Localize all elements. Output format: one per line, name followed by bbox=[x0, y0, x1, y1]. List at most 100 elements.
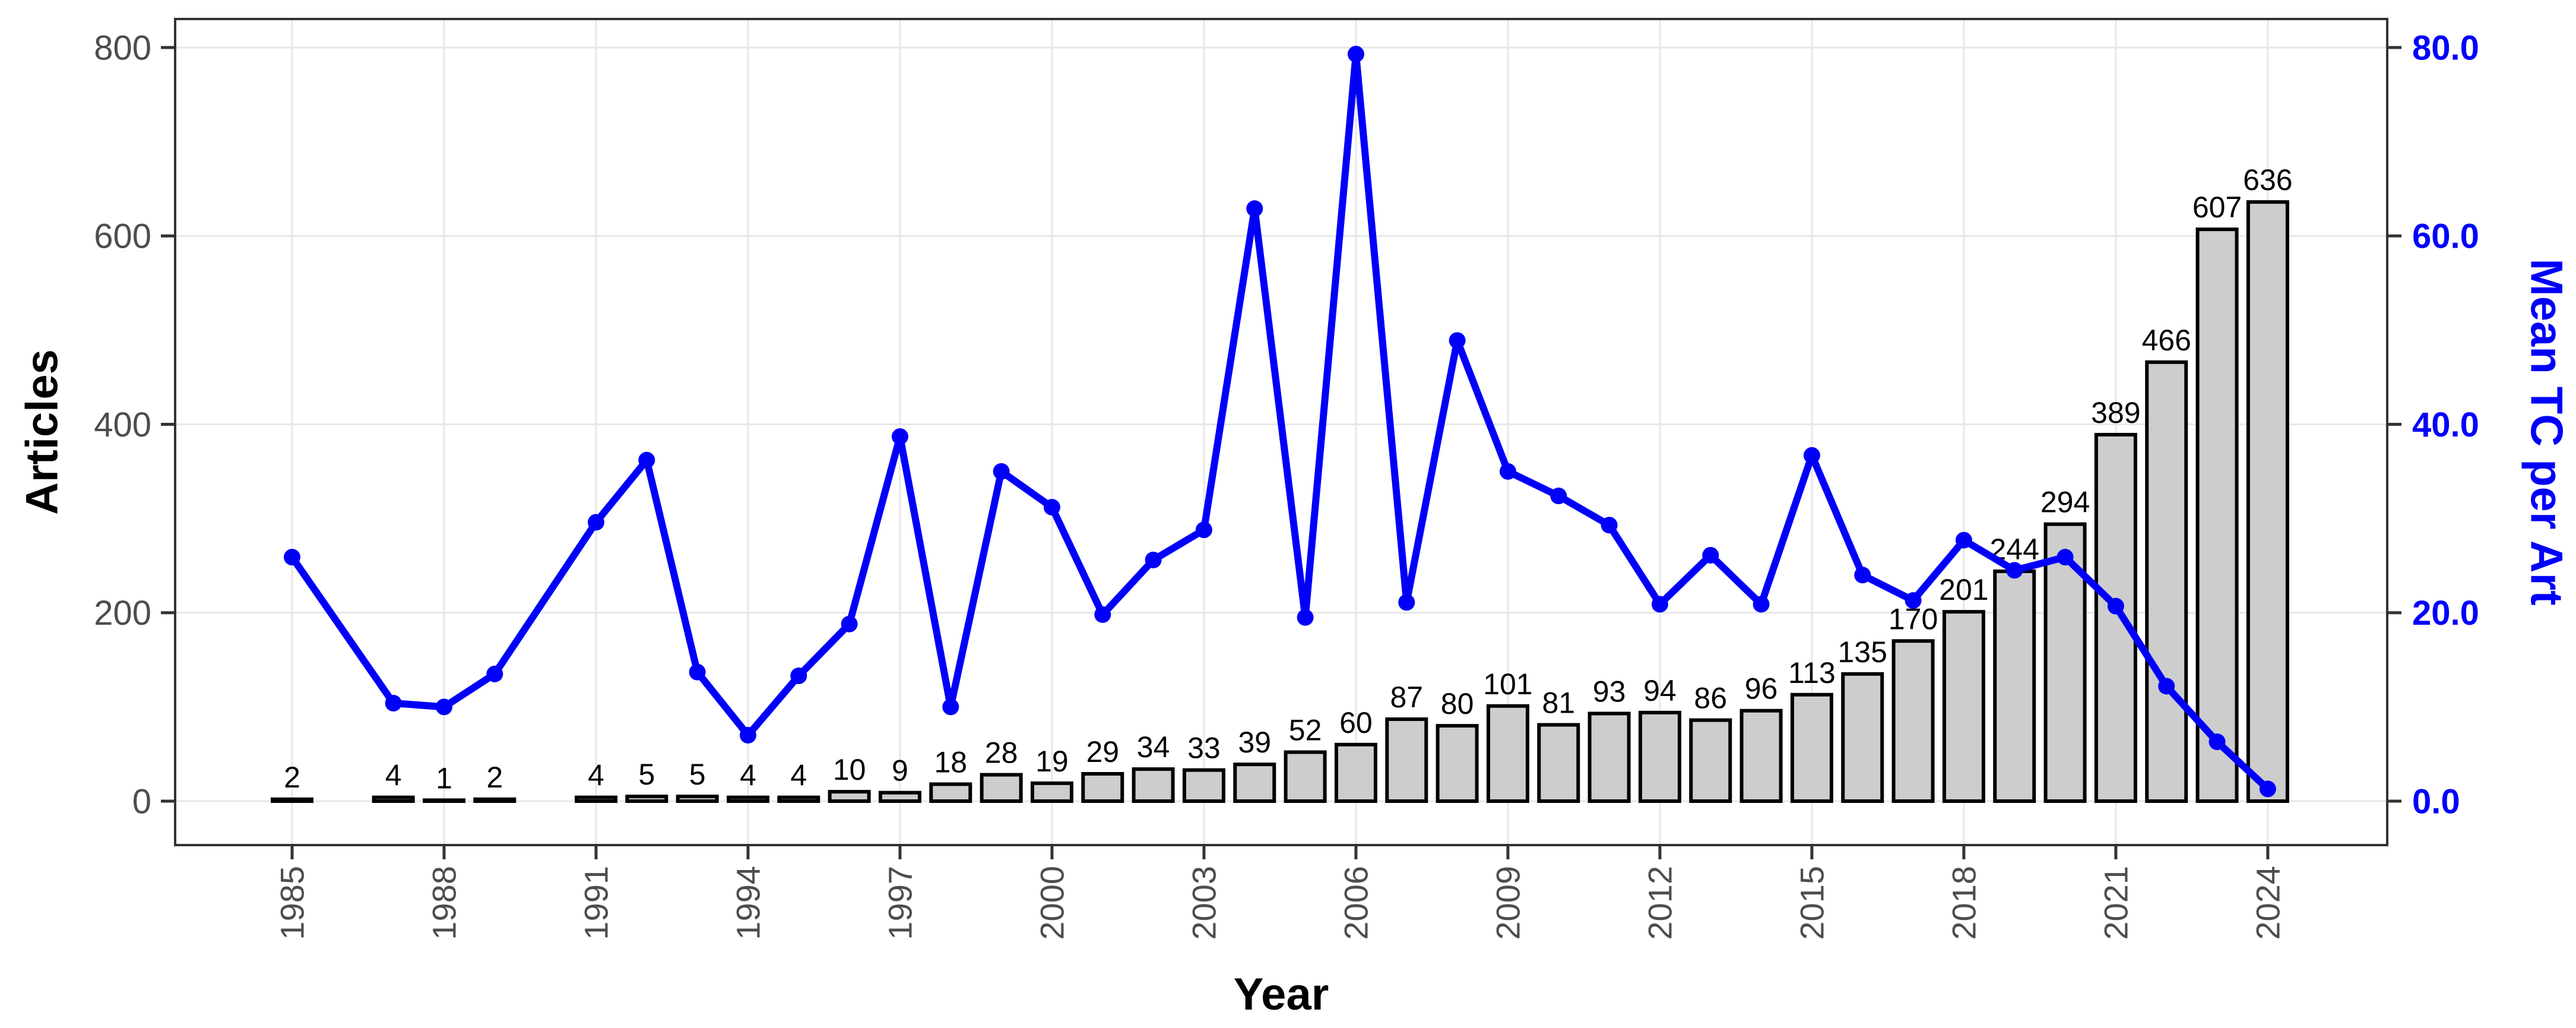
x-tick-label-2006: 2006 bbox=[1338, 866, 1375, 940]
bar-1994 bbox=[726, 795, 769, 804]
bar-1992 bbox=[625, 795, 668, 803]
mean-tc-dot-2001 bbox=[1094, 606, 1111, 623]
bar-2017 bbox=[1891, 639, 1935, 804]
bar-label-2010: 81 bbox=[1542, 687, 1575, 720]
mean-tc-dot-2014 bbox=[1753, 596, 1770, 613]
mean-tc-dot-2011 bbox=[1601, 517, 1618, 534]
bar-1998 bbox=[929, 782, 972, 804]
left-tick-label-0: 0 bbox=[132, 782, 151, 821]
mean-tc-dot-2021 bbox=[2107, 597, 2124, 615]
mean-tc-dot-2013 bbox=[1702, 546, 1719, 564]
bar-2013 bbox=[1689, 718, 1732, 804]
bar-1997 bbox=[878, 790, 921, 804]
bar-label-1989: 2 bbox=[486, 761, 503, 794]
x-tick-label-2018: 2018 bbox=[1945, 866, 1982, 940]
mean-tc-dot-2007 bbox=[1398, 594, 1415, 611]
right-tick-label-20: 20.0 bbox=[2412, 594, 2479, 632]
x-tick-label-2012: 2012 bbox=[1642, 866, 1679, 940]
left-tick-label-800: 800 bbox=[94, 29, 151, 67]
x-tick-label-1991: 1991 bbox=[578, 866, 615, 940]
mean-tc-dot-2008 bbox=[1449, 332, 1466, 349]
bar-2014 bbox=[1739, 708, 1783, 803]
bar-2015 bbox=[1790, 692, 1833, 804]
right-axis-title: Mean TC per Art bbox=[2521, 258, 2571, 605]
bar-label-2023: 607 bbox=[2192, 191, 2242, 224]
bar-2003 bbox=[1182, 768, 1225, 804]
bar-2005 bbox=[1284, 750, 1327, 804]
x-tick-label-1997: 1997 bbox=[882, 866, 919, 940]
bar-label-1991: 4 bbox=[588, 759, 604, 792]
bar-label-2020: 294 bbox=[2040, 486, 2090, 519]
mean-tc-dot-2006 bbox=[1347, 46, 1364, 63]
mean-tc-dot-2024 bbox=[2259, 780, 2276, 798]
mean-tc-dot-2019 bbox=[2006, 562, 2023, 579]
mean-tc-dot-2020 bbox=[2057, 549, 2074, 566]
x-tick-label-1985: 1985 bbox=[274, 866, 311, 940]
bar-2024 bbox=[2246, 200, 2289, 803]
panel-border-group bbox=[174, 18, 2388, 846]
bar-label-2011: 93 bbox=[1593, 675, 1626, 708]
bar-2021 bbox=[2094, 432, 2137, 803]
bar-2011 bbox=[1588, 711, 1631, 804]
bar-value-labels-group: 2 4 1 2 4 5 5 4 4 10 9 18 28 19 29 34 33 39 52 60 87 80 101 81 9… bbox=[284, 163, 2292, 795]
mean-tc-dot-1991 bbox=[587, 514, 604, 531]
bar-1993 bbox=[676, 795, 719, 803]
bar-label-1994: 4 bbox=[740, 759, 756, 792]
x-tick-label-2009: 2009 bbox=[1490, 866, 1527, 940]
bar-label-2021: 389 bbox=[2091, 396, 2140, 429]
mean-tc-dot-1985 bbox=[284, 549, 300, 566]
mean-tc-dot-1994 bbox=[739, 726, 756, 744]
bar-label-1997: 9 bbox=[892, 754, 908, 787]
bar-2006 bbox=[1334, 742, 1377, 803]
bar-label-2012: 94 bbox=[1643, 674, 1677, 707]
mean-tc-dot-1988 bbox=[435, 698, 452, 716]
bar-label-2016: 135 bbox=[1838, 635, 1887, 669]
bar-label-2018: 201 bbox=[1939, 573, 1988, 606]
bar-2002 bbox=[1132, 767, 1175, 804]
mean-tc-dot-2002 bbox=[1145, 551, 1162, 568]
x-axis-title: Year bbox=[1234, 969, 1329, 1020]
mean-tc-dot-2000 bbox=[1043, 499, 1060, 516]
bar-label-1995: 4 bbox=[790, 759, 807, 792]
bar-1987 bbox=[372, 795, 415, 804]
bar-label-1996: 10 bbox=[833, 753, 866, 786]
bar-label-2014: 96 bbox=[1745, 672, 1778, 706]
mean-tc-dot-2017 bbox=[1905, 592, 1922, 609]
bar-label-2008: 80 bbox=[1441, 687, 1474, 720]
bar-label-1992: 5 bbox=[638, 758, 655, 791]
bar-label-1987: 4 bbox=[385, 759, 402, 792]
mean-tc-dot-2003 bbox=[1195, 521, 1212, 539]
bar-1989 bbox=[473, 797, 517, 804]
mean-tc-dot-2005 bbox=[1297, 609, 1314, 626]
panel-border bbox=[174, 18, 2388, 846]
bar-label-1999: 28 bbox=[985, 736, 1018, 770]
x-tick-label-1988: 1988 bbox=[426, 866, 463, 940]
bar-label-2006: 60 bbox=[1339, 706, 1373, 739]
articles-bars-group bbox=[271, 200, 2289, 804]
mean-tc-dot-1998 bbox=[942, 698, 959, 716]
bar-2000 bbox=[1030, 781, 1073, 803]
bar-1999 bbox=[980, 773, 1023, 803]
bar-label-2015: 113 bbox=[1788, 656, 1836, 689]
bar-1988 bbox=[422, 798, 465, 803]
mean-tc-dot-2022 bbox=[2158, 678, 2175, 695]
bar-2019 bbox=[1993, 569, 2036, 804]
right-tick-label-60: 60.0 bbox=[2412, 217, 2479, 256]
x-tick-label-2024: 2024 bbox=[2249, 866, 2286, 940]
bar-label-2007: 87 bbox=[1390, 681, 1423, 714]
bar-1995 bbox=[777, 795, 820, 804]
mean-tc-dot-2009 bbox=[1499, 463, 1516, 480]
mean-tc-dot-1996 bbox=[841, 615, 858, 632]
mean-tc-dot-2004 bbox=[1246, 200, 1263, 217]
mean-tc-dot-2016 bbox=[1854, 567, 1871, 584]
mean-tc-dot-2023 bbox=[2209, 733, 2226, 751]
axes-group: 0 200 400 600 800 0.0 20.0 40.0 60.0 80.0 1985 1988… bbox=[94, 29, 2479, 940]
left-tick-label-600: 600 bbox=[94, 217, 151, 256]
mean-tc-dot-2015 bbox=[1803, 447, 1820, 464]
bar-label-2004: 39 bbox=[1238, 726, 1271, 759]
bar-1996 bbox=[828, 790, 871, 803]
bar-label-2003: 33 bbox=[1187, 732, 1221, 765]
bar-2023 bbox=[2195, 227, 2239, 803]
